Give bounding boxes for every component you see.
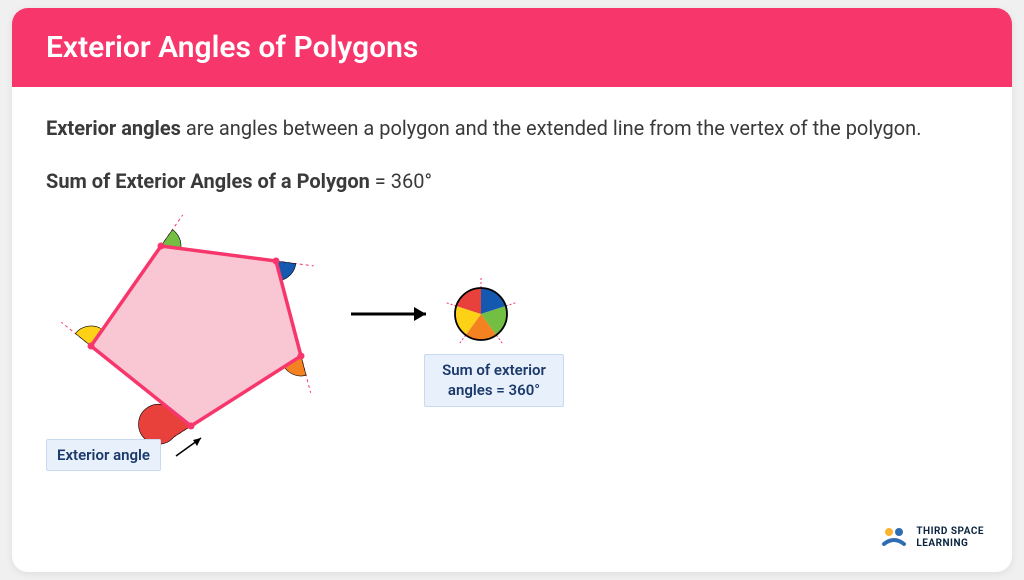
slide-card: Exterior Angles of Polygons Exterior ang… — [12, 8, 1012, 572]
definition-text: Exterior angles are angles between a pol… — [46, 113, 978, 144]
slide-header: Exterior Angles of Polygons — [12, 8, 1012, 87]
formula-text: Sum of Exterior Angles of a Polygon = 36… — [46, 166, 978, 196]
label-sum: Sum of exterior angles = 360° — [424, 354, 564, 407]
brand-logo: THIRD SPACE LEARNING — [880, 526, 984, 550]
slide-title: Exterior Angles of Polygons — [46, 30, 418, 65]
logo-icon — [880, 526, 908, 550]
logo-text: THIRD SPACE LEARNING — [916, 526, 984, 550]
formula-value: = 360° — [370, 169, 432, 193]
formula-bold: Sum of Exterior Angles of a Polygon — [46, 169, 370, 193]
definition-rest: are angles between a polygon and the ext… — [181, 116, 922, 140]
diagram-area: Exterior angle Sum of exterior angles = … — [46, 206, 978, 496]
slide-content: Exterior angles are angles between a pol… — [12, 87, 1012, 522]
definition-bold: Exterior angles — [46, 116, 181, 140]
label-exterior-angle: Exterior angle — [46, 439, 161, 471]
